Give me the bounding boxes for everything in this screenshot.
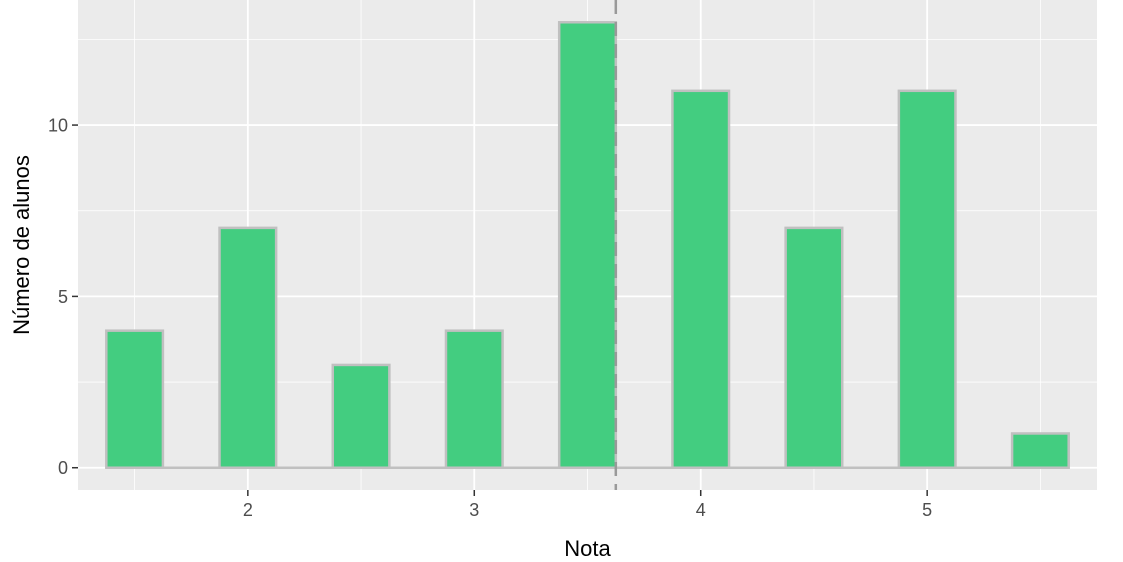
x-axis-title: Nota	[564, 536, 611, 561]
bar	[218, 226, 278, 469]
x-axis: 2 3 4 5	[243, 490, 932, 520]
bar	[671, 89, 731, 469]
x-tick-label: 4	[696, 500, 706, 520]
bar	[897, 89, 957, 469]
y-tick-label: 5	[58, 287, 68, 307]
y-axis: 0 5 10	[48, 116, 78, 478]
bar	[1010, 432, 1070, 469]
y-tick-label: 10	[48, 116, 68, 136]
bar	[557, 21, 618, 469]
bar	[444, 329, 504, 469]
x-tick-label: 2	[243, 500, 253, 520]
x-tick-label: 3	[469, 500, 479, 520]
bar	[105, 329, 165, 469]
y-tick-label: 0	[58, 458, 68, 478]
bar	[331, 363, 391, 469]
x-tick-label: 5	[922, 500, 932, 520]
bar	[784, 226, 844, 469]
y-axis-title: Número de alunos	[9, 155, 34, 335]
